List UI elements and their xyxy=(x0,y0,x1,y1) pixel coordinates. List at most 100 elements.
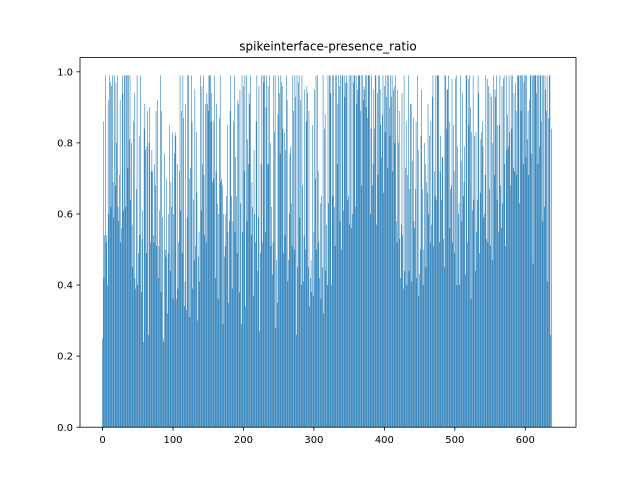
bar xyxy=(538,75,539,428)
bar xyxy=(509,132,511,428)
bar xyxy=(394,142,396,428)
bar xyxy=(269,142,271,428)
bar xyxy=(331,285,332,428)
bar xyxy=(414,228,415,428)
bar xyxy=(516,174,518,428)
bar xyxy=(266,75,267,428)
bar xyxy=(488,86,489,428)
bar xyxy=(127,167,129,428)
bar xyxy=(258,86,260,428)
bar xyxy=(494,89,496,428)
bar xyxy=(513,93,515,428)
bar xyxy=(520,75,521,428)
bar xyxy=(270,245,272,428)
bar xyxy=(450,189,451,428)
bar xyxy=(141,292,142,428)
bar xyxy=(360,110,361,428)
bar xyxy=(363,86,365,428)
bar xyxy=(112,181,114,428)
bar xyxy=(133,121,134,428)
bar xyxy=(324,114,326,428)
bar xyxy=(532,263,534,428)
bar xyxy=(542,221,544,428)
bar xyxy=(341,75,343,428)
bar xyxy=(409,189,411,428)
bar xyxy=(505,245,506,428)
bar xyxy=(181,253,183,428)
bar xyxy=(517,75,519,428)
bar xyxy=(362,100,364,428)
bar xyxy=(477,199,478,428)
bar xyxy=(377,174,379,428)
bar xyxy=(372,185,373,428)
bar xyxy=(108,213,110,428)
bar xyxy=(348,196,349,428)
bar xyxy=(227,231,229,428)
bar xyxy=(472,210,473,428)
bar xyxy=(455,75,457,428)
bar xyxy=(255,121,257,428)
y-tick-label: 1.0 xyxy=(57,67,73,78)
bar xyxy=(129,75,131,428)
bar xyxy=(346,75,347,428)
bar xyxy=(460,160,462,428)
bar xyxy=(405,121,407,428)
bar xyxy=(315,75,317,428)
bar xyxy=(383,192,384,428)
bar xyxy=(530,75,532,428)
bar xyxy=(313,231,315,428)
bar xyxy=(529,75,531,428)
bar xyxy=(141,238,143,428)
bar xyxy=(244,75,246,428)
bar xyxy=(211,93,213,428)
bar xyxy=(384,132,386,428)
bar xyxy=(309,306,310,428)
bar xyxy=(253,295,254,428)
bar xyxy=(430,121,432,428)
bar xyxy=(474,135,475,428)
bar xyxy=(546,75,548,428)
bar xyxy=(473,199,475,428)
bar xyxy=(105,75,106,428)
bar xyxy=(339,221,341,428)
bar xyxy=(250,235,252,428)
bar xyxy=(279,93,280,428)
bar xyxy=(284,132,285,428)
bar xyxy=(153,242,155,428)
bar xyxy=(489,93,491,428)
bar xyxy=(126,75,127,428)
bar xyxy=(318,242,320,428)
bar xyxy=(526,75,527,428)
bar xyxy=(464,146,465,428)
bar xyxy=(336,164,338,428)
bar xyxy=(359,75,360,428)
bar xyxy=(252,206,253,428)
bar xyxy=(126,75,128,428)
bar xyxy=(393,86,395,428)
bar xyxy=(159,210,160,428)
bar xyxy=(472,75,474,428)
bar xyxy=(540,75,542,428)
bar xyxy=(217,299,219,428)
bar xyxy=(423,249,425,428)
bar xyxy=(195,132,197,428)
bar xyxy=(399,238,401,428)
bar xyxy=(219,118,220,428)
bar xyxy=(191,75,192,428)
bar xyxy=(251,181,253,428)
bar xyxy=(519,203,520,428)
bar xyxy=(536,93,537,428)
bar xyxy=(396,221,397,428)
bar xyxy=(285,150,287,428)
bar xyxy=(446,89,448,428)
bar xyxy=(288,260,289,428)
bar xyxy=(236,196,237,428)
bar xyxy=(223,213,225,428)
bar xyxy=(508,146,509,428)
bar xyxy=(505,75,507,428)
bar xyxy=(532,75,533,428)
bar xyxy=(358,75,360,428)
bar xyxy=(317,171,319,428)
bar xyxy=(278,75,279,428)
bar xyxy=(199,281,201,428)
